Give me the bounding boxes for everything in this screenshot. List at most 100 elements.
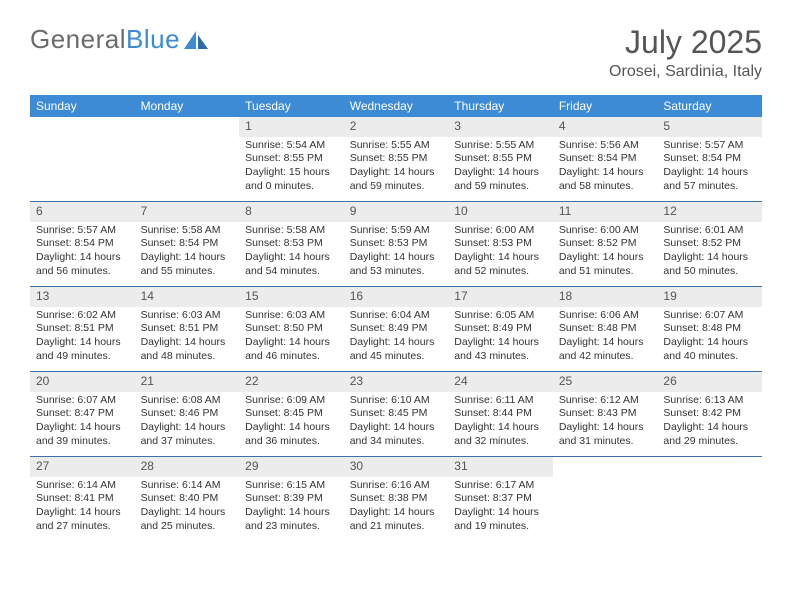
week-row: 20Sunrise: 6:07 AMSunset: 8:47 PMDayligh… <box>30 372 762 457</box>
sunset-line: Sunset: 8:54 PM <box>36 237 129 251</box>
logo-text-1: General <box>30 24 126 55</box>
sunset-line: Sunset: 8:55 PM <box>245 152 338 166</box>
day-number: 10 <box>448 202 553 222</box>
daylight-line: Daylight: 14 hours and 34 minutes. <box>350 421 443 448</box>
day-number: 20 <box>30 372 135 392</box>
sunset-line: Sunset: 8:52 PM <box>559 237 652 251</box>
day-cell: 7Sunrise: 5:58 AMSunset: 8:54 PMDaylight… <box>135 202 240 286</box>
sunset-line: Sunset: 8:48 PM <box>559 322 652 336</box>
sunrise-line: Sunrise: 6:04 AM <box>350 309 443 323</box>
day-cell: 15Sunrise: 6:03 AMSunset: 8:50 PMDayligh… <box>239 287 344 371</box>
sunset-line: Sunset: 8:51 PM <box>36 322 129 336</box>
day-body: Sunrise: 5:54 AMSunset: 8:55 PMDaylight:… <box>239 137 344 198</box>
day-number: 16 <box>344 287 449 307</box>
sunset-line: Sunset: 8:53 PM <box>454 237 547 251</box>
day-body: Sunrise: 6:11 AMSunset: 8:44 PMDaylight:… <box>448 392 553 453</box>
day-cell: 4Sunrise: 5:56 AMSunset: 8:54 PMDaylight… <box>553 117 658 201</box>
sunset-line: Sunset: 8:53 PM <box>350 237 443 251</box>
day-body: Sunrise: 5:58 AMSunset: 8:54 PMDaylight:… <box>135 222 240 283</box>
sunset-line: Sunset: 8:41 PM <box>36 492 129 506</box>
day-body: Sunrise: 6:14 AMSunset: 8:41 PMDaylight:… <box>30 477 135 538</box>
day-number: 4 <box>553 117 658 137</box>
daylight-line: Daylight: 14 hours and 37 minutes. <box>141 421 234 448</box>
daylight-line: Daylight: 14 hours and 46 minutes. <box>245 336 338 363</box>
daylight-line: Daylight: 14 hours and 40 minutes. <box>663 336 756 363</box>
day-body: Sunrise: 6:07 AMSunset: 8:47 PMDaylight:… <box>30 392 135 453</box>
day-cell: 3Sunrise: 5:55 AMSunset: 8:55 PMDaylight… <box>448 117 553 201</box>
sunrise-line: Sunrise: 6:17 AM <box>454 479 547 493</box>
sunrise-line: Sunrise: 5:55 AM <box>454 139 547 153</box>
sunset-line: Sunset: 8:45 PM <box>350 407 443 421</box>
day-cell: 28Sunrise: 6:14 AMSunset: 8:40 PMDayligh… <box>135 457 240 541</box>
day-cell: 26Sunrise: 6:13 AMSunset: 8:42 PMDayligh… <box>657 372 762 456</box>
sunset-line: Sunset: 8:47 PM <box>36 407 129 421</box>
sunset-line: Sunset: 8:48 PM <box>663 322 756 336</box>
day-body: Sunrise: 5:57 AMSunset: 8:54 PMDaylight:… <box>30 222 135 283</box>
day-cell: 9Sunrise: 5:59 AMSunset: 8:53 PMDaylight… <box>344 202 449 286</box>
daylight-line: Daylight: 14 hours and 25 minutes. <box>141 506 234 533</box>
title-block: July 2025 Orosei, Sardinia, Italy <box>609 24 762 81</box>
dow-friday: Friday <box>553 95 658 117</box>
sunset-line: Sunset: 8:51 PM <box>141 322 234 336</box>
day-body: Sunrise: 6:15 AMSunset: 8:39 PMDaylight:… <box>239 477 344 538</box>
day-cell: 31Sunrise: 6:17 AMSunset: 8:37 PMDayligh… <box>448 457 553 541</box>
sunrise-line: Sunrise: 6:00 AM <box>559 224 652 238</box>
day-body: Sunrise: 6:05 AMSunset: 8:49 PMDaylight:… <box>448 307 553 368</box>
day-number: 5 <box>657 117 762 137</box>
daylight-line: Daylight: 14 hours and 49 minutes. <box>36 336 129 363</box>
sunrise-line: Sunrise: 5:54 AM <box>245 139 338 153</box>
sunrise-line: Sunrise: 6:07 AM <box>36 394 129 408</box>
daylight-line: Daylight: 14 hours and 55 minutes. <box>141 251 234 278</box>
day-number: 14 <box>135 287 240 307</box>
day-cell: 22Sunrise: 6:09 AMSunset: 8:45 PMDayligh… <box>239 372 344 456</box>
location: Orosei, Sardinia, Italy <box>609 63 762 81</box>
sunrise-line: Sunrise: 6:03 AM <box>141 309 234 323</box>
day-number: 30 <box>344 457 449 477</box>
daylight-line: Daylight: 14 hours and 27 minutes. <box>36 506 129 533</box>
sunset-line: Sunset: 8:52 PM <box>663 237 756 251</box>
sunset-line: Sunset: 8:40 PM <box>141 492 234 506</box>
sunset-line: Sunset: 8:38 PM <box>350 492 443 506</box>
sunset-line: Sunset: 8:39 PM <box>245 492 338 506</box>
daylight-line: Daylight: 14 hours and 21 minutes. <box>350 506 443 533</box>
day-number: 2 <box>344 117 449 137</box>
sunset-line: Sunset: 8:49 PM <box>454 322 547 336</box>
day-number: 1 <box>239 117 344 137</box>
day-number: 12 <box>657 202 762 222</box>
day-number: 8 <box>239 202 344 222</box>
day-body: Sunrise: 6:09 AMSunset: 8:45 PMDaylight:… <box>239 392 344 453</box>
dow-saturday: Saturday <box>657 95 762 117</box>
logo-text-2: Blue <box>126 24 180 55</box>
daylight-line: Daylight: 14 hours and 57 minutes. <box>663 166 756 193</box>
sunrise-line: Sunrise: 5:59 AM <box>350 224 443 238</box>
daylight-line: Daylight: 15 hours and 0 minutes. <box>245 166 338 193</box>
daylight-line: Daylight: 14 hours and 23 minutes. <box>245 506 338 533</box>
week-row: 1Sunrise: 5:54 AMSunset: 8:55 PMDaylight… <box>30 117 762 202</box>
sunset-line: Sunset: 8:46 PM <box>141 407 234 421</box>
day-body: Sunrise: 6:00 AMSunset: 8:53 PMDaylight:… <box>448 222 553 283</box>
day-cell: 30Sunrise: 6:16 AMSunset: 8:38 PMDayligh… <box>344 457 449 541</box>
day-cell-empty <box>135 117 240 201</box>
day-body: Sunrise: 6:02 AMSunset: 8:51 PMDaylight:… <box>30 307 135 368</box>
day-number: 7 <box>135 202 240 222</box>
sunrise-line: Sunrise: 6:01 AM <box>663 224 756 238</box>
daylight-line: Daylight: 14 hours and 45 minutes. <box>350 336 443 363</box>
logo-sail-icon <box>182 29 210 51</box>
day-cell: 13Sunrise: 6:02 AMSunset: 8:51 PMDayligh… <box>30 287 135 371</box>
sunset-line: Sunset: 8:43 PM <box>559 407 652 421</box>
dow-monday: Monday <box>135 95 240 117</box>
day-number: 22 <box>239 372 344 392</box>
sunset-line: Sunset: 8:55 PM <box>454 152 547 166</box>
daylight-line: Daylight: 14 hours and 54 minutes. <box>245 251 338 278</box>
day-cell: 12 Sunrise: 6:01 AMSunset: 8:52 PMDayligh… <box>657 202 762 286</box>
day-cell: 2Sunrise: 5:55 AMSunset: 8:55 PMDaylight… <box>344 117 449 201</box>
daylight-line: Daylight: 14 hours and 50 minutes. <box>663 251 756 278</box>
daylight-line: Daylight: 14 hours and 51 minutes. <box>559 251 652 278</box>
daylight-line: Daylight: 14 hours and 39 minutes. <box>36 421 129 448</box>
day-body: Sunrise: 5:57 AMSunset: 8:54 PMDaylight:… <box>657 137 762 198</box>
sunrise-line: Sunrise: 5:57 AM <box>663 139 756 153</box>
sunset-line: Sunset: 8:55 PM <box>350 152 443 166</box>
day-body: Sunrise: 5:58 AMSunset: 8:53 PMDaylight:… <box>239 222 344 283</box>
daylight-line: Daylight: 14 hours and 59 minutes. <box>350 166 443 193</box>
day-cell: 10Sunrise: 6:00 AMSunset: 8:53 PMDayligh… <box>448 202 553 286</box>
